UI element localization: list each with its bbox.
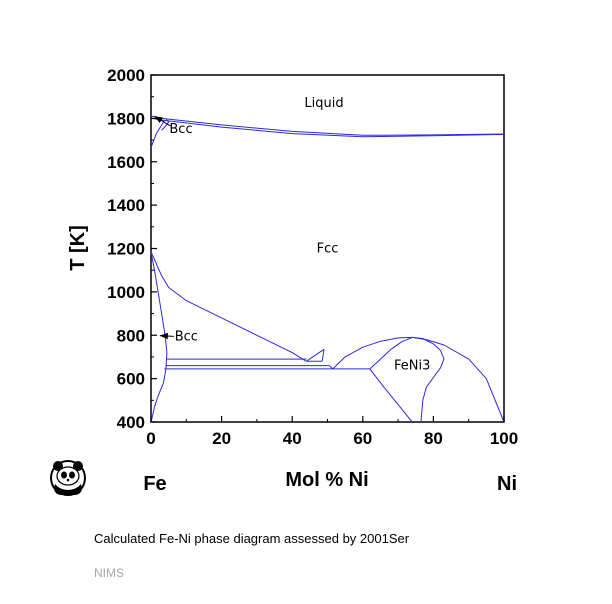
y-tick-label: 800: [117, 326, 145, 345]
x-axis-title: Mol % Ni: [285, 469, 368, 491]
phase-boundary-0: [150, 115, 505, 136]
x-tick-label: 80: [424, 429, 443, 448]
x-axis-ticks: 0 20 40 60 80 100: [146, 416, 518, 448]
element-label-left: Fe: [143, 473, 166, 495]
x-tick-label: 40: [283, 429, 302, 448]
x-tick-label: 20: [212, 429, 231, 448]
y-axis-ticks: 400 600 800 1000 1200 1400 1600 1800 2000: [107, 66, 157, 432]
region-label: Liquid: [304, 96, 343, 111]
phase-boundary-4: [150, 251, 307, 362]
y-tick-label: 1600: [107, 153, 145, 172]
arrow-head-0: [154, 116, 164, 124]
figure-caption: Calculated Fe-Ni phase diagram assessed …: [94, 531, 410, 546]
y-tick-label: 1200: [107, 240, 145, 259]
phase-boundary-2: [150, 120, 165, 148]
y-tick-label: 1800: [107, 109, 145, 128]
footer-label: NIMS: [94, 566, 124, 580]
phase-boundary-15: [369, 336, 445, 423]
phase-boundary-6: [150, 382, 164, 423]
phase-boundary-5: [150, 251, 168, 384]
y-tick-label: 1400: [107, 196, 145, 215]
phase-boundary-13: [328, 365, 334, 370]
y-axis-title: T [K]: [67, 225, 89, 271]
y-tick-label: 2000: [107, 66, 145, 85]
phase-boundary-14: [332, 336, 505, 423]
arrow-head-1: [159, 332, 168, 340]
panda-logo-icon: [50, 460, 86, 496]
y-tick-label: 1000: [107, 283, 145, 302]
region-labels: Liquid Fcc Bcc Bcc FeNi3: [169, 96, 430, 373]
x-tick-label: 100: [490, 429, 518, 448]
phase-boundary-12: [321, 349, 325, 362]
region-label: Fcc: [317, 242, 339, 257]
annotation-arrows: [154, 115, 174, 340]
region-label: Bcc: [169, 122, 192, 137]
x-tick-label: 60: [353, 429, 372, 448]
x-tick-label: 0: [146, 429, 155, 448]
y-tick-label: 600: [117, 370, 145, 389]
region-label: FeNi3: [394, 359, 430, 374]
phase-boundary-10: [306, 348, 325, 362]
phase-boundary-1: [150, 117, 505, 138]
region-label: Bcc: [175, 329, 198, 344]
phase-boundary-curves: [150, 115, 505, 423]
element-label-right: Ni: [497, 473, 517, 495]
plot-area: Liquid Fcc Bcc Bcc FeNi3: [150, 74, 505, 423]
phase-boundary-16: [369, 368, 413, 423]
y-tick-label: 400: [117, 413, 145, 432]
